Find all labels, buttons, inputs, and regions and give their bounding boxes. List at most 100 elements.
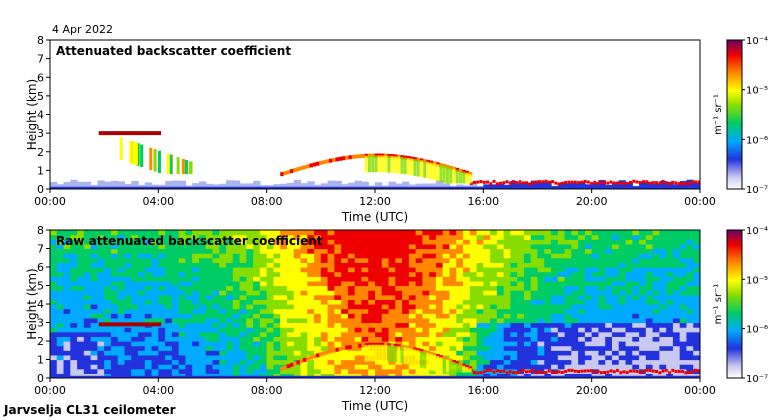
bl-top-mark [348, 155, 352, 160]
x-tick-label: 08:00 [251, 195, 283, 208]
colorbar-bottom [726, 229, 743, 379]
y-tick-label: 0 [37, 183, 44, 196]
bl-top-mark [309, 163, 313, 168]
y-tick-label: 2 [37, 335, 44, 348]
bl-top-mark [280, 366, 284, 371]
bl-top-mark [283, 171, 287, 176]
x-tick-label: 20:00 [576, 195, 608, 208]
y-tick-label: 4 [37, 298, 44, 311]
precip-streak [140, 144, 144, 167]
bl-top-mark [361, 343, 365, 348]
colorbar-tick-label: 10⁻⁷ [746, 374, 768, 385]
bl-top-mark [299, 166, 304, 171]
colorbar-tick-label: 10⁻⁶ [746, 325, 768, 336]
y-tick-label: 3 [37, 127, 44, 140]
bl-top-mark [351, 154, 356, 159]
colorbar-unit: m⁻¹ sr⁻¹ [713, 94, 724, 135]
bl-top-mark [286, 364, 291, 369]
bl-top-mark [328, 158, 333, 163]
bl-top-mark [280, 172, 284, 177]
x-tick-label: 00:00 [684, 195, 716, 208]
y-tick-label: 7 [37, 53, 44, 66]
bl-top-mark [358, 154, 362, 159]
bl-top-mark [345, 155, 349, 160]
bl-top-mark [348, 344, 352, 349]
bl-top-mark [302, 165, 307, 170]
bl-top-mark [283, 365, 287, 370]
x-tick-label: 04:00 [142, 195, 174, 208]
date-label: 4 Apr 2022 [52, 23, 113, 36]
colorbar-tick-label: 10⁻⁷ [746, 185, 768, 196]
bl-top-mark [289, 362, 294, 367]
x-tick-label: 00:00 [34, 384, 66, 397]
bl-top-mark [319, 160, 323, 165]
bl-top-mark [354, 344, 359, 349]
cloud-layer-mark [98, 322, 162, 327]
x-tick-label: 20:00 [576, 384, 608, 397]
bl-top-mark [338, 346, 343, 351]
bl-top-mark [296, 167, 300, 172]
x-tick-label: 00:00 [34, 195, 66, 208]
bl-top-mark [335, 157, 339, 162]
y-tick-label: 8 [37, 34, 44, 47]
x-tick-label: 12:00 [359, 384, 391, 397]
y-tick-label: 6 [37, 71, 44, 84]
y-tick-label: 5 [37, 90, 44, 103]
y-tick-label: 4 [37, 109, 44, 122]
x-tick-label: 16:00 [467, 384, 499, 397]
bl-top-mark [322, 351, 326, 356]
colorbar-top [726, 39, 743, 190]
cloud-layer-mark [98, 131, 162, 136]
precip-streak [181, 158, 185, 175]
y-axis-label: Height (km) [25, 268, 39, 339]
bl-top-mark [306, 356, 310, 361]
y-axis-label: Height (km) [25, 79, 39, 150]
bl-top-mark [289, 169, 294, 174]
bl-top-mark [319, 352, 323, 357]
bl-top-mark [345, 345, 349, 350]
precip-streak [149, 147, 153, 171]
bl-top-mark [351, 344, 356, 349]
bl-top-mark [338, 156, 343, 161]
y-tick-label: 6 [37, 261, 44, 274]
y-tick-label: 5 [37, 280, 44, 293]
bl-top-mark [332, 157, 336, 162]
bl-top-mark [328, 349, 333, 354]
y-tick-label: 3 [37, 317, 44, 330]
precip-streak [132, 141, 136, 165]
x-tick-label: 08:00 [251, 384, 283, 397]
y-tick-label: 8 [37, 224, 44, 237]
precip-streak [157, 150, 161, 174]
y-tick-label: 1 [37, 164, 44, 177]
bl-top-mark [286, 170, 291, 175]
bl-top-mark [332, 348, 336, 353]
bl-top-mark [325, 159, 330, 164]
x-axis-label: Time (UTC) [341, 399, 408, 413]
colorbar-tick-label: 10⁻⁶ [746, 135, 768, 146]
bl-top-mark [341, 346, 346, 351]
backscatter-field [50, 131, 700, 189]
bl-top-mark [293, 361, 297, 366]
precip-streak [119, 137, 123, 160]
precip-streak [188, 161, 192, 175]
y-tick-label: 7 [37, 243, 44, 256]
precip-streak [169, 154, 173, 175]
bl-top-mark [306, 164, 310, 169]
x-tick-label: 16:00 [467, 195, 499, 208]
bl-top-mark [302, 357, 307, 362]
bl-top-mark [361, 153, 365, 158]
bl-top-mark [315, 353, 320, 358]
backscatter-field [50, 230, 700, 378]
bl-top-mark [322, 160, 326, 165]
colorbar-unit: m⁻¹ sr⁻¹ [713, 284, 724, 325]
x-tick-label: 04:00 [142, 384, 174, 397]
bl-top-mark [335, 347, 339, 352]
precip-streak [129, 141, 133, 164]
bl-top-mark [296, 360, 300, 365]
precip-streak [153, 149, 157, 172]
bl-top-mark [315, 161, 320, 166]
y-tick-label: 2 [37, 146, 44, 159]
precip-streak [176, 157, 180, 175]
